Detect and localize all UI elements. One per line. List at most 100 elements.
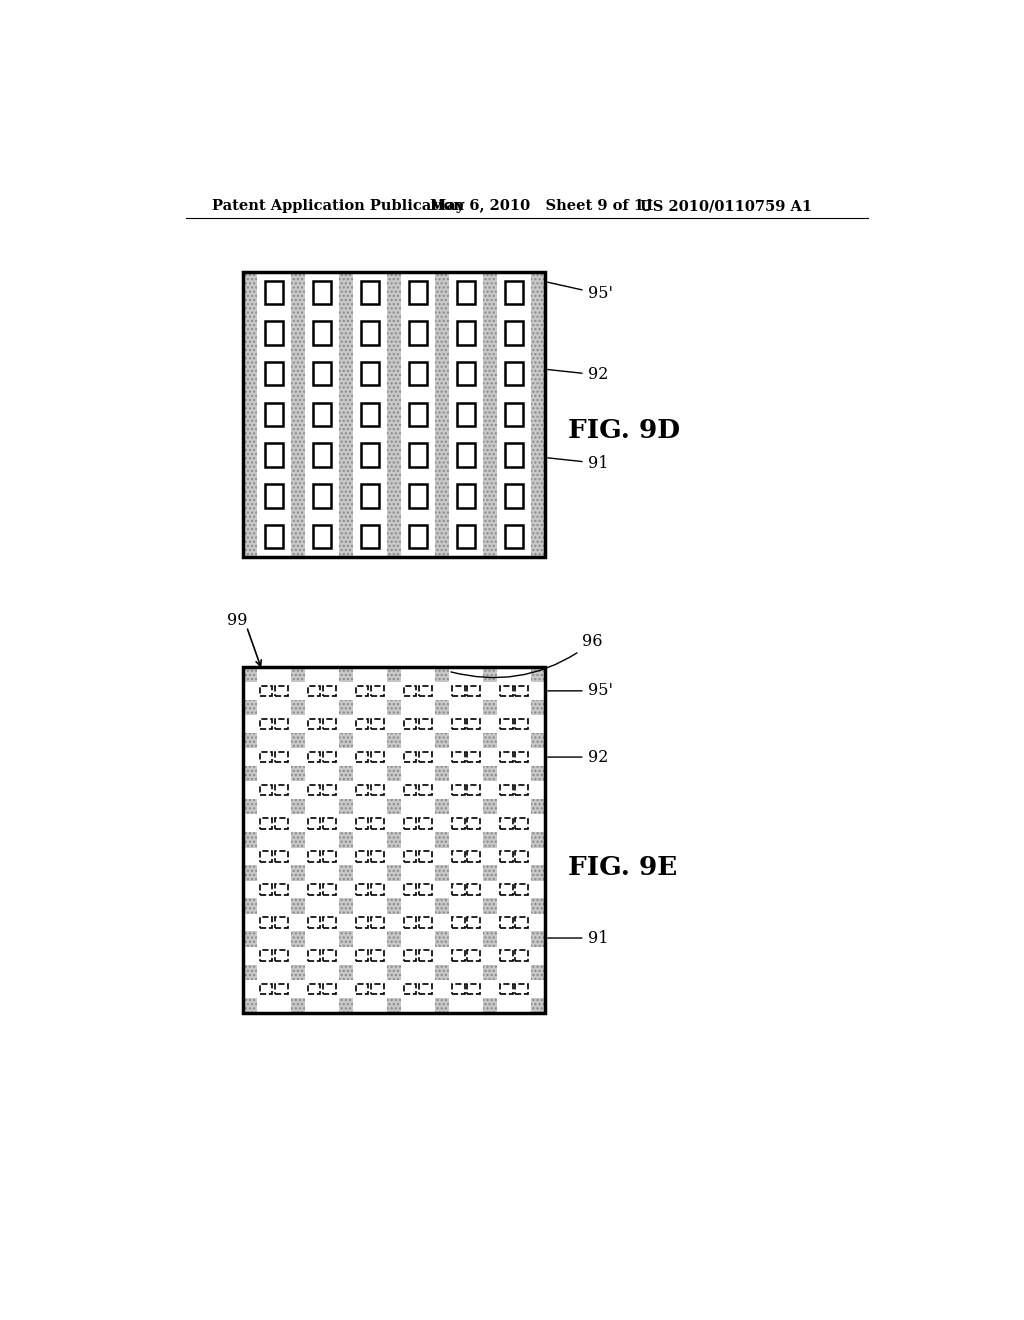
Bar [243, 965, 545, 979]
Bar [497, 700, 530, 715]
Bar [400, 998, 435, 1014]
Bar [400, 866, 435, 880]
Bar [265, 362, 283, 385]
Bar [419, 752, 432, 763]
Bar [452, 917, 465, 928]
Bar [361, 444, 379, 467]
Bar [324, 950, 336, 961]
Bar [305, 932, 339, 946]
Bar [449, 965, 482, 979]
Bar [361, 362, 379, 385]
Bar [259, 983, 272, 994]
Bar [353, 700, 387, 715]
Bar [403, 718, 417, 729]
Bar [243, 748, 545, 766]
Bar [355, 718, 369, 729]
Bar [400, 766, 435, 781]
Bar [275, 752, 288, 763]
Text: FIG. 9E: FIG. 9E [568, 855, 678, 880]
Text: 95': 95' [548, 282, 612, 302]
Bar [361, 525, 379, 548]
Bar [305, 832, 339, 847]
Bar [500, 851, 513, 862]
Bar [243, 814, 545, 832]
Bar [515, 983, 528, 994]
Bar [515, 917, 528, 928]
Bar [400, 965, 435, 979]
Bar [259, 917, 272, 928]
Bar [243, 847, 545, 866]
Bar [243, 998, 545, 1014]
Bar [243, 733, 545, 748]
Bar [307, 752, 321, 763]
Bar [243, 733, 545, 748]
Bar [409, 321, 427, 345]
Bar [305, 899, 339, 913]
Bar [305, 799, 339, 814]
Bar [457, 525, 475, 548]
Bar [505, 321, 522, 345]
Bar [355, 752, 369, 763]
Bar [275, 785, 288, 796]
Bar [403, 917, 417, 928]
Bar [371, 950, 384, 961]
Bar [467, 718, 480, 729]
Bar [243, 998, 545, 1014]
Bar [361, 321, 379, 345]
Bar [257, 965, 291, 979]
Bar [307, 884, 321, 895]
Bar [371, 983, 384, 994]
Bar [259, 818, 272, 829]
Bar [305, 998, 339, 1014]
Bar [449, 733, 482, 748]
Bar [361, 281, 379, 304]
Bar [409, 525, 427, 548]
Bar [257, 766, 291, 781]
Bar [400, 899, 435, 913]
Bar [505, 525, 522, 548]
Bar [449, 998, 482, 1014]
Bar [500, 983, 513, 994]
Bar [243, 682, 545, 700]
Text: US 2010/0110759 A1: US 2010/0110759 A1 [640, 199, 812, 213]
Bar [361, 484, 379, 508]
Bar [305, 965, 339, 979]
Bar [435, 272, 449, 557]
Bar [243, 965, 545, 979]
Bar [243, 766, 545, 781]
Bar [305, 667, 339, 682]
Bar [530, 272, 545, 557]
Bar [275, 685, 288, 696]
Bar [275, 983, 288, 994]
Bar [243, 766, 545, 781]
Bar [265, 321, 283, 345]
Bar [324, 884, 336, 895]
Bar [243, 880, 545, 899]
Bar [355, 950, 369, 961]
Bar [257, 700, 291, 715]
Bar [275, 851, 288, 862]
Bar [387, 272, 400, 557]
Bar [355, 917, 369, 928]
Bar [353, 766, 387, 781]
Bar [243, 799, 545, 814]
Bar [339, 272, 353, 557]
Bar [419, 884, 432, 895]
Bar [324, 818, 336, 829]
Bar [452, 851, 465, 862]
Bar [243, 932, 545, 946]
Bar [403, 983, 417, 994]
Bar [324, 752, 336, 763]
Bar [449, 899, 482, 913]
Bar [259, 851, 272, 862]
Bar [307, 718, 321, 729]
Bar [403, 752, 417, 763]
Bar [275, 884, 288, 895]
Bar [419, 950, 432, 961]
Bar [339, 272, 353, 557]
Bar [265, 444, 283, 467]
Bar [353, 932, 387, 946]
Bar [500, 685, 513, 696]
Bar [265, 403, 283, 426]
Text: FIG. 9D: FIG. 9D [568, 417, 680, 442]
